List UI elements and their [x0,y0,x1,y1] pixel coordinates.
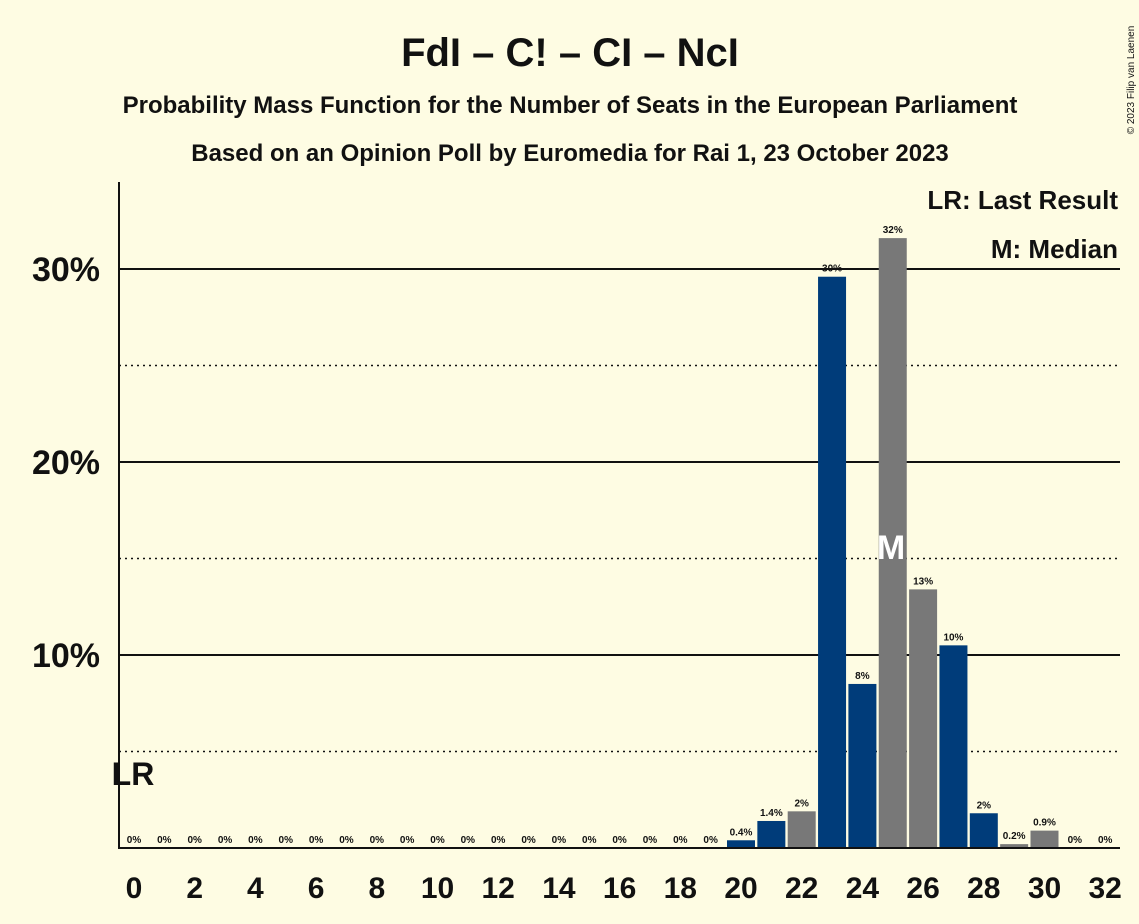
bar-value-label: 0% [1068,835,1083,846]
x-tick-label: 8 [368,872,385,905]
x-tick-label: 2 [186,872,203,905]
y-tick-label: 30% [32,251,100,289]
bar-value-label: 0% [279,835,294,846]
bar-value-label: 0% [703,835,718,846]
last-result-marker: LR [112,756,155,792]
grid-lines [119,268,1120,753]
chart-subtitle-source: Based on an Opinion Poll by Euromedia fo… [191,140,949,167]
x-tick-label: 28 [967,872,1000,905]
bar-value-label: 0% [582,835,597,846]
median-marker: M [877,529,905,567]
bar-value-label: 0% [187,835,202,846]
bar-value-label: 0% [309,835,324,846]
x-tick-label: 30 [1028,872,1061,905]
bar-value-label: 0% [1098,835,1113,846]
bar-value-label: 32% [883,225,903,236]
bar-value-label: 0% [552,835,567,846]
bar-value-label: 0.2% [1003,831,1026,842]
y-axis-ticks: 10% 20% 30% [32,251,100,675]
x-tick-label: 0 [126,872,143,905]
x-tick-label: 24 [846,872,880,905]
bar-seat-30 [1030,830,1059,848]
bar-seat-27 [939,645,968,848]
bar-value-label: 2% [977,800,992,811]
bar-seat-21 [757,820,786,848]
bar-value-label: 0% [370,835,385,846]
bar-value-label: 0% [157,835,172,846]
x-tick-label: 10 [421,872,454,905]
bar-value-label: 2% [794,798,809,809]
bar-value-label: 0% [643,835,658,846]
y-tick-label: 10% [32,637,100,675]
x-tick-label: 6 [308,872,325,905]
bar-value-label: 8% [855,671,870,682]
x-tick-label: 4 [247,872,264,905]
x-tick-label: 14 [542,872,576,905]
chart-subtitle: Probability Mass Function for the Number… [123,92,1018,119]
y-tick-label: 20% [32,444,100,482]
bar-seat-25 [878,238,907,848]
bar-seat-23 [818,276,847,849]
chart-title: FdI – C! – CI – NcI [401,31,739,75]
x-tick-label: 16 [603,872,636,905]
bars [727,238,1059,849]
legend-median: M: Median [991,234,1118,264]
x-axis-ticks: 0 2 4 6 8 10 12 14 16 18 20 22 24 26 28 30 32 [126,872,1122,905]
x-tick-label: 26 [906,872,939,905]
bar-value-label: 0% [339,835,354,846]
bar-labels: 0% 0% 0% 0% 0% 0% 0% 0% 0% 0% 0% 0% 0% 0% 0% 0% 0% 0% 0% 0%… [127,225,1113,846]
bar-value-label: 30% [822,264,842,275]
bar-value-label: 0% [400,835,415,846]
bar-seat-28 [969,813,998,848]
bar-seat-24 [848,683,877,848]
bar-value-label: 0% [673,835,688,846]
bar-seat-29 [1000,844,1029,848]
bar-value-label: 0% [127,835,142,846]
x-tick-label: 32 [1089,872,1122,905]
bar-value-label: 0% [491,835,506,846]
bar-value-label: 10% [943,632,963,643]
bar-value-label: 0% [461,835,476,846]
x-tick-label: 20 [724,872,757,905]
x-tick-label: 12 [482,872,515,905]
bar-seat-20 [727,840,755,848]
bar-value-label: 0% [218,835,233,846]
bar-value-label: 0% [521,835,536,846]
bar-value-label: 0.4% [730,827,753,838]
bar-value-label: 0% [248,835,263,846]
bar-value-label: 0% [430,835,445,846]
bar-value-label: 13% [913,576,933,587]
legend-last-result: LR: Last Result [927,185,1118,215]
bar-seat-22 [787,811,816,848]
copyright-text: © 2023 Filip van Laenen [1126,26,1137,135]
bar-value-label: 1.4% [760,808,783,819]
x-tick-label: 22 [785,872,818,905]
bar-seat-26 [909,589,938,848]
x-tick-label: 18 [664,872,697,905]
bar-value-label: 0% [612,835,627,846]
bar-value-label: 0.9% [1033,818,1056,829]
